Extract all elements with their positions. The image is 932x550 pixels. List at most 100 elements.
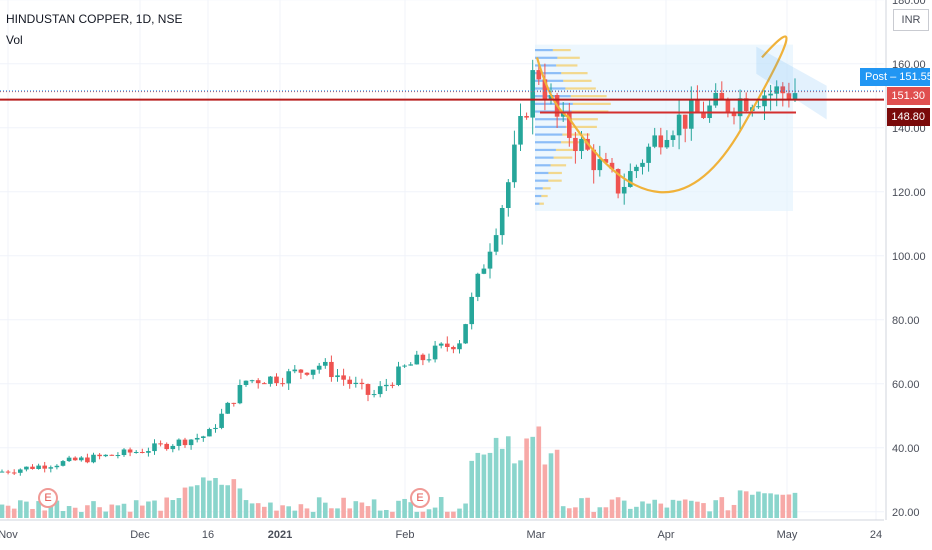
volume-bar [695,501,700,518]
candle-body [445,343,450,347]
volume-bar [11,508,17,518]
volume-bar [493,437,499,518]
volume-bar [274,510,279,518]
candle-body [506,182,511,208]
volume-bar [48,505,54,518]
post-separator: – [887,71,900,83]
candle-body [682,114,688,129]
volume-bar [530,436,535,518]
candle-body [396,366,401,385]
volume-profile-bar [535,87,566,90]
candle-body [499,207,505,236]
candle-body [451,346,456,350]
volume-bar [396,500,401,518]
candle-body [109,454,115,456]
candle-body [652,135,657,147]
candle-body [164,443,169,450]
candle-body [182,439,188,446]
volume-profile-bar [541,194,548,198]
volume-profile-bar [566,118,598,121]
volume-profile-bar [535,133,563,136]
volume-bar [554,449,560,518]
volume-bar [646,503,651,518]
volume-bar [768,493,773,518]
candle-body [213,427,218,430]
candle-body [597,159,603,171]
currency-label[interactable]: INR [893,9,929,31]
volume-profile-bar [535,64,557,67]
volume-bar [597,507,603,518]
volume-bar [481,454,487,518]
volume-bar [524,438,529,518]
volume-profile-bar [548,179,562,182]
candle-body [72,457,78,461]
volume-bar [420,511,426,518]
volume-bar [249,503,255,518]
volume-bar [316,497,322,518]
volume-profile-bar [535,125,566,128]
volume-bar [164,497,169,518]
candle-body [731,111,737,117]
y-tick-label: 180.00 [892,0,926,7]
volume-bar [219,484,224,518]
volume-bar [475,452,481,518]
volume-bar [438,497,444,518]
candle-body [207,429,212,437]
candle-body [194,437,200,440]
volume-profile-bar [561,72,588,75]
candle-body [384,384,389,387]
x-tick-label: Mar [527,529,546,541]
candle-body [432,345,438,360]
volume-bar [298,504,304,518]
volume-bar [384,509,389,518]
candle-body [133,451,139,453]
earnings-marker[interactable]: E [410,488,430,508]
volume-profile-bar [539,202,544,205]
candle-body [414,354,420,365]
volume-bar [170,500,176,518]
volume-bar [591,511,596,518]
volume-profile-bar [562,133,590,136]
candle-body [146,451,151,453]
volume-bar [682,499,688,518]
candle-body [408,364,413,366]
volume-bar [329,508,334,518]
candle-body [231,402,237,404]
volume-profile-bar [550,164,567,167]
earnings-marker[interactable]: E [38,488,58,508]
candle-body [457,343,462,350]
volume-bar [188,486,194,518]
y-tick-label: 100.00 [892,251,926,263]
candle-body [609,162,615,170]
volume-bar [42,510,47,518]
volume-bar [615,497,621,518]
volume-label: Vol [6,33,23,47]
cup-left-lip [535,57,571,120]
candle-body [274,376,279,384]
candle-body [24,466,29,470]
candle-body [115,455,121,457]
volume-bar [628,508,633,518]
volume-profile-bar [535,194,542,198]
candle-body [591,149,596,171]
y-tick-label: 120.00 [892,187,926,199]
candle-body [701,111,706,119]
candle-body [536,70,542,80]
volume-bar [268,502,273,518]
volume-bar [255,503,261,518]
candle-body [518,116,523,145]
candle-body [676,114,682,136]
volume-bar [286,506,291,518]
candle-body [475,273,481,297]
candle-body [79,457,84,461]
volume-bar [91,501,96,518]
volume-bar [310,511,316,518]
candle-body [121,449,127,456]
volume-bar [573,507,578,518]
volume-bar [60,510,66,518]
candle-body [603,159,609,163]
volume-bar [750,494,755,518]
volume-bar [182,487,188,518]
